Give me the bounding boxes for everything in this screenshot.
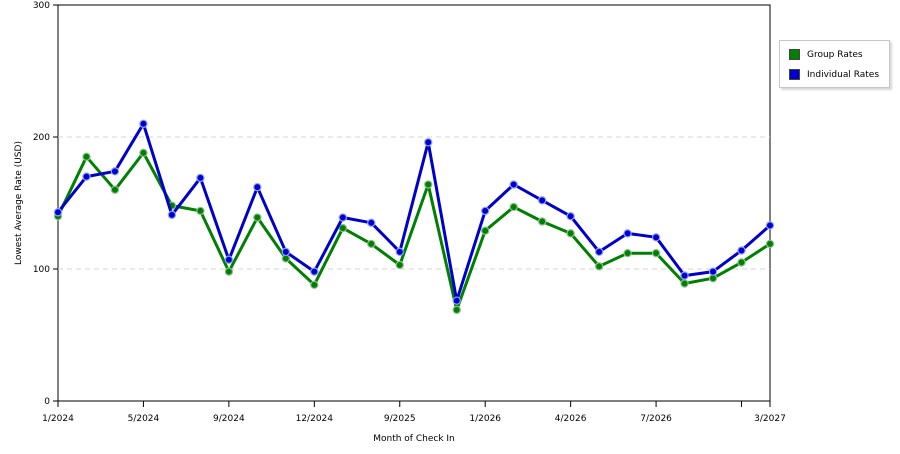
data-point-group-rates <box>452 305 461 315</box>
y-tick-label: 0 <box>44 397 50 407</box>
data-point-individual-rates <box>224 255 234 264</box>
data-point-individual-rates <box>110 167 120 176</box>
data-point-individual-rates <box>452 296 461 305</box>
data-point-group-rates <box>139 148 148 158</box>
y-axis-ticks: 0 100 200 300 <box>33 1 58 407</box>
data-point-individual-rates <box>509 180 518 189</box>
data-point-group-rates <box>680 279 689 288</box>
data-point-group-rates <box>310 280 319 290</box>
x-tick-label: 4/2026 <box>555 414 587 424</box>
data-point-individual-rates <box>424 138 433 147</box>
x-tick-label: 9/2024 <box>213 414 245 424</box>
data-point-group-rates <box>623 248 632 258</box>
data-point-individual-rates <box>338 213 347 222</box>
data-point-group-rates <box>395 260 404 270</box>
data-point-group-rates <box>765 239 775 249</box>
data-point-group-rates <box>367 239 376 249</box>
data-point-individual-rates <box>196 173 205 183</box>
data-point-group-rates <box>481 226 490 235</box>
data-point-group-rates <box>82 152 91 161</box>
legend-label-individual-rates: Individual Rates <box>807 69 880 80</box>
x-tick-label: 12/2024 <box>296 414 334 424</box>
x-tick-label: 9/2025 <box>384 414 416 424</box>
data-point-individual-rates <box>737 246 746 255</box>
x-axis-ticks: 1/2024 5/2024 9/2024 12/2024 9/2025 1/2026 4/2… <box>42 401 786 424</box>
x-tick-label: 3/2027 <box>754 414 786 424</box>
legend-entry-group-rates: Group Rates <box>789 48 863 61</box>
y-tick-label: 300 <box>33 1 50 11</box>
x-tick-label: 7/2026 <box>640 414 672 424</box>
data-point-individual-rates <box>395 247 404 257</box>
data-point-group-rates <box>537 217 547 226</box>
x-tick-label: 1/2026 <box>469 414 501 424</box>
grid-lines <box>58 136 770 270</box>
data-point-group-rates <box>594 262 604 271</box>
data-point-group-rates <box>224 267 234 276</box>
data-point-group-rates <box>651 248 661 258</box>
data-point-individual-rates <box>651 233 661 242</box>
data-point-individual-rates <box>281 247 291 257</box>
data-point-individual-rates <box>594 247 604 257</box>
legend-swatch-group-rates <box>789 49 800 60</box>
data-point-individual-rates <box>253 182 262 192</box>
data-point-individual-rates <box>537 196 547 205</box>
data-point-individual-rates <box>139 119 148 129</box>
data-point-individual-rates <box>53 208 63 217</box>
data-point-group-rates <box>566 229 575 238</box>
data-point-individual-rates <box>367 218 376 227</box>
data-point-group-rates <box>110 185 120 194</box>
data-point-group-rates <box>338 223 347 233</box>
data-point-group-rates <box>196 206 205 216</box>
data-point-group-rates <box>737 258 746 267</box>
data-point-individual-rates <box>623 229 632 238</box>
x-tick-label: 1/2024 <box>42 414 74 424</box>
y-tick-label: 200 <box>33 133 50 143</box>
legend-entry-individual-rates: Individual Rates <box>789 68 879 81</box>
data-point-group-rates <box>253 213 262 222</box>
data-point-individual-rates <box>680 271 689 280</box>
legend-label-group-rates: Group Rates <box>807 49 863 60</box>
data-point-individual-rates <box>310 267 319 276</box>
data-point-individual-rates <box>708 267 718 276</box>
y-axis-title: Lowest Average Rate (USD) <box>14 141 24 265</box>
y-tick-label: 100 <box>33 265 50 275</box>
data-point-individual-rates <box>481 206 490 216</box>
x-axis-title: Month of Check In <box>373 434 455 444</box>
x-tick-label: 5/2024 <box>128 414 160 424</box>
data-point-individual-rates <box>765 221 775 230</box>
data-point-group-rates <box>424 180 433 189</box>
series-layer <box>53 119 775 315</box>
data-point-group-rates <box>509 202 518 212</box>
data-point-individual-rates <box>167 210 177 220</box>
legend: Group Rates Individual Rates <box>779 40 890 88</box>
data-point-individual-rates <box>566 211 575 221</box>
legend-swatch-individual-rates <box>789 69 800 80</box>
data-point-individual-rates <box>82 172 91 181</box>
series-line-individual-rates <box>56 122 771 303</box>
